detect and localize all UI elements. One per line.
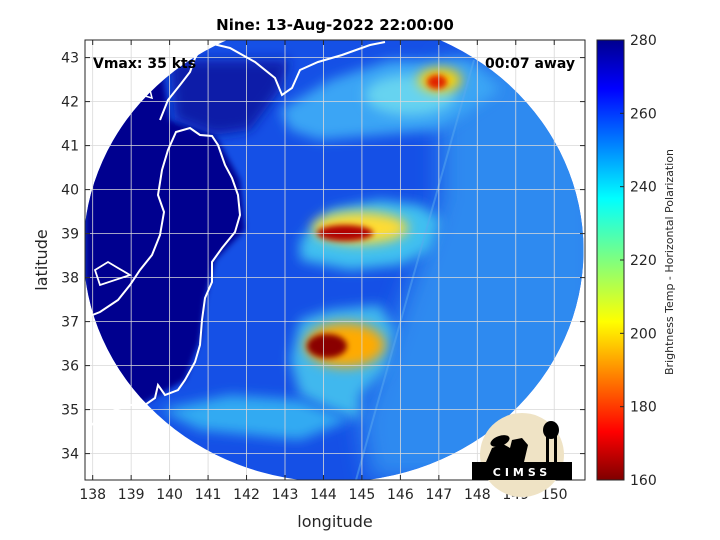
hokkaido-coastline <box>159 40 386 121</box>
y-axis-label: latitude <box>32 229 51 290</box>
y-tick-label: 38 <box>61 271 79 287</box>
brightness-temperature-swath <box>85 40 584 480</box>
colorbar-ticks: 160 180 200 220 240 260 280 <box>620 33 657 489</box>
y-tick-label: 43 <box>61 51 79 67</box>
x-axis-label: longitude <box>297 512 372 531</box>
y-tick-label: 40 <box>61 183 79 199</box>
y-tick-label: 37 <box>61 315 79 331</box>
x-tick-label: 148 <box>464 487 491 503</box>
y-tick-label: 35 <box>61 403 79 419</box>
cimss-logo: CIMSS <box>472 413 572 497</box>
colorbar-label: Brightness Temp - Horizontal Polarizatio… <box>663 149 676 375</box>
islet-coastline <box>143 88 154 100</box>
colorbar-tick-label: 220 <box>630 253 657 269</box>
time-away-annotation: 00:07 away <box>485 56 575 72</box>
axes-frame <box>84 39 586 481</box>
x-tick-label: 145 <box>349 487 376 503</box>
x-tick-label: 141 <box>195 487 222 503</box>
y-tick-label: 39 <box>61 227 79 243</box>
x-tick-label: 140 <box>156 487 183 503</box>
honshu-coastline <box>85 126 242 429</box>
satellite-dish-icon <box>486 438 528 462</box>
southern-edge-band <box>160 395 350 440</box>
colorbar <box>597 40 624 480</box>
x-tick-label: 138 <box>79 487 106 503</box>
colorbar-tick-label: 260 <box>630 106 657 122</box>
plot-title: Nine: 13-Aug-2022 22:00:00 <box>216 16 454 34</box>
x-tick-label: 144 <box>310 487 337 503</box>
coastline <box>85 40 386 429</box>
southern-cell-core <box>307 334 347 358</box>
x-tick-label: 142 <box>233 487 260 503</box>
northern-land <box>170 60 290 135</box>
x-tick-labels: 138139140141142143144145146147148149150 <box>79 487 567 503</box>
swath-right-warm-area <box>360 60 584 480</box>
vmax-annotation: Vmax: 35 kts <box>93 56 196 72</box>
x-tick-label: 146 <box>387 487 414 503</box>
x-tick-label: 147 <box>425 487 452 503</box>
water-tower-leg <box>546 436 549 462</box>
water-tower-leg-right <box>554 436 557 462</box>
x-tick-label: 143 <box>272 487 299 503</box>
y-tick-label: 36 <box>61 359 79 375</box>
x-tick-label: 139 <box>118 487 145 503</box>
colorbar-tick-label: 240 <box>630 180 657 196</box>
logo-band <box>472 462 572 480</box>
y-tick-labels: 34 35 36 37 38 39 40 41 42 43 <box>61 51 79 463</box>
colorbar-tick-label: 280 <box>630 33 657 49</box>
y-tick-label: 34 <box>61 447 79 463</box>
colorbar-tick-label: 200 <box>630 326 657 342</box>
x-tick-label: 150 <box>541 487 568 503</box>
y-tick-label: 41 <box>61 139 79 155</box>
logo-text: CIMSS <box>493 466 551 479</box>
northern-cell-core <box>427 75 447 89</box>
axis-ticks <box>85 40 585 480</box>
colorbar-tick-label: 160 <box>630 473 657 489</box>
colorbar-tick-label: 180 <box>630 400 657 416</box>
water-tower-icon <box>543 421 559 439</box>
y-tick-label: 42 <box>61 95 79 111</box>
peninsula-coastline <box>93 260 133 287</box>
dish-reflector-icon <box>490 435 510 447</box>
land-cold-background <box>85 60 245 420</box>
central-cell-core <box>317 225 373 241</box>
